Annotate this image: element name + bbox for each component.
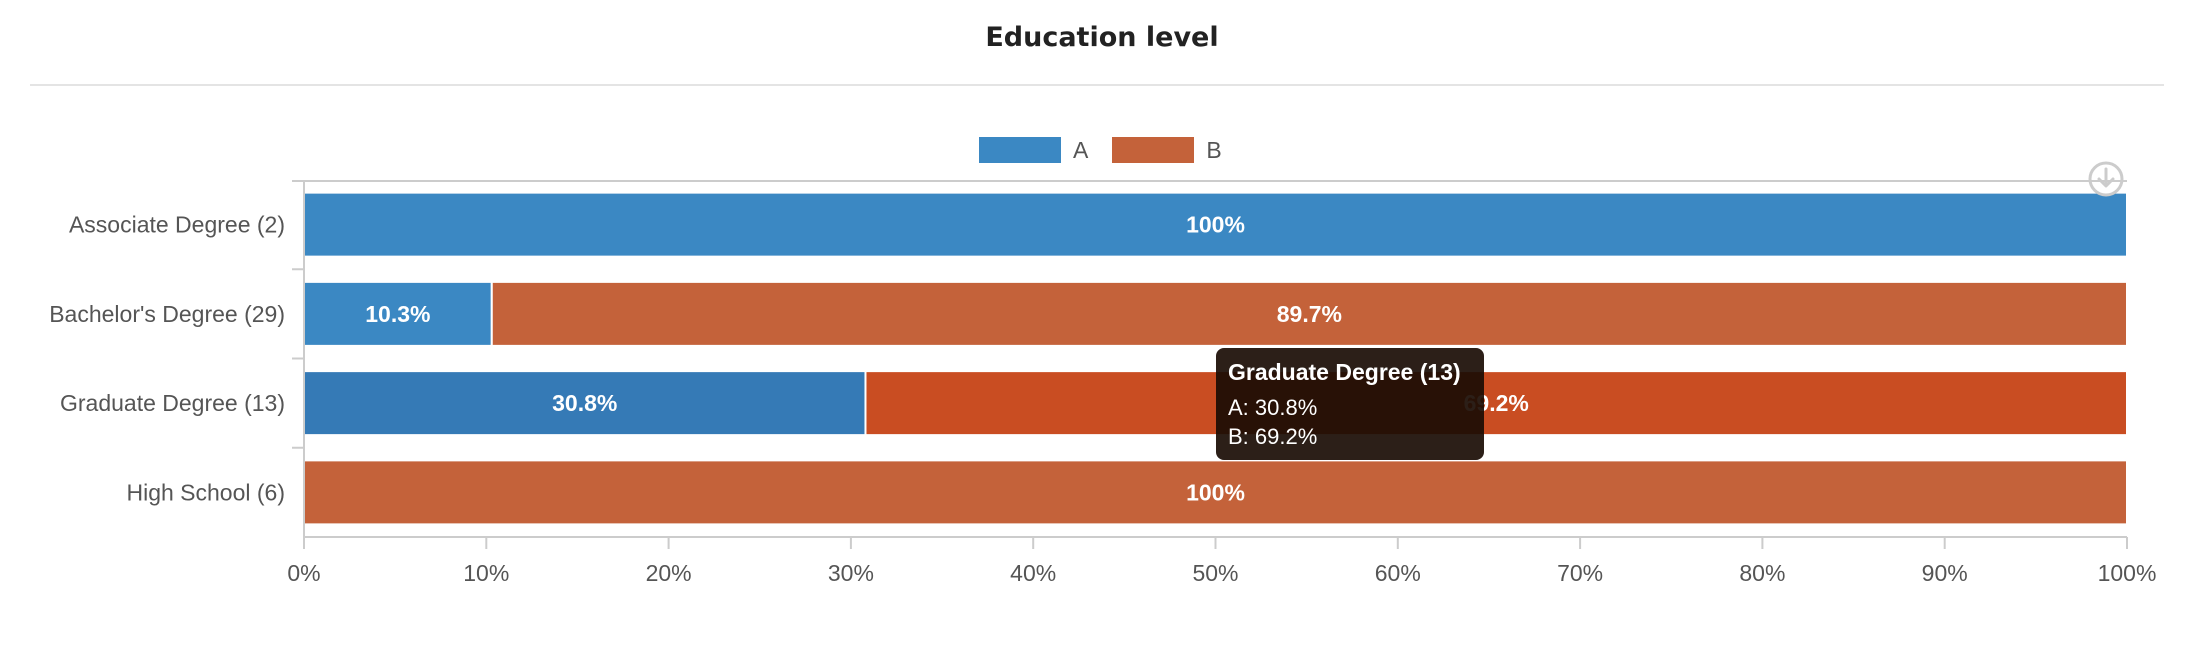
title-divider (30, 84, 2164, 86)
x-tick-label: 80% (1739, 560, 1785, 586)
tooltip-title: Graduate Degree (13) (1228, 359, 1461, 385)
bar-b[interactable] (303, 459, 2128, 526)
data-label: 89.7% (1277, 301, 1342, 327)
chart-title: Education level (985, 22, 1219, 53)
legend-swatch-a (979, 137, 1061, 163)
category-label: High School (6) (126, 479, 285, 505)
legend-label-a: A (1073, 136, 1089, 163)
x-tick-label: 70% (1557, 560, 1603, 586)
tooltip-line-a: A: 30.8% (1228, 395, 1318, 420)
legend: A B (979, 135, 1246, 165)
data-label: 30.8% (552, 390, 617, 416)
x-tick-label: 50% (1192, 560, 1238, 586)
tooltip-line-b: B: 69.2% (1228, 424, 1318, 449)
data-label: 100% (1186, 212, 1245, 238)
x-tick-label: 20% (646, 560, 692, 586)
x-tick-label: 100% (2098, 560, 2157, 586)
legend-item-a[interactable]: A (979, 137, 1088, 164)
x-tick-label: 0% (287, 560, 320, 586)
x-tick-label: 40% (1010, 560, 1056, 586)
bar-b[interactable] (864, 370, 2128, 437)
category-label: Associate Degree (2) (69, 212, 285, 238)
bar-a[interactable] (303, 370, 867, 437)
data-label: 10.3% (365, 301, 430, 327)
x-tick-label: 30% (828, 560, 874, 586)
data-label: 100% (1186, 479, 1245, 505)
download-button[interactable] (2087, 160, 2125, 198)
bar-a[interactable] (303, 191, 2128, 258)
tooltip: Graduate Degree (13) A: 30.8% B: 69.2% (1216, 348, 1484, 460)
x-tick-label: 90% (1922, 560, 1968, 586)
legend-label-b: B (1206, 136, 1222, 163)
bar-b[interactable] (490, 280, 2128, 347)
download-icon (2088, 161, 2124, 197)
x-tick-label: 60% (1375, 560, 1421, 586)
category-label: Graduate Degree (13) (60, 390, 285, 416)
x-tick-label: 10% (463, 560, 509, 586)
legend-swatch-b (1112, 137, 1195, 163)
legend-item-b[interactable]: B (1112, 136, 1222, 164)
category-label: Bachelor's Degree (29) (49, 301, 285, 327)
